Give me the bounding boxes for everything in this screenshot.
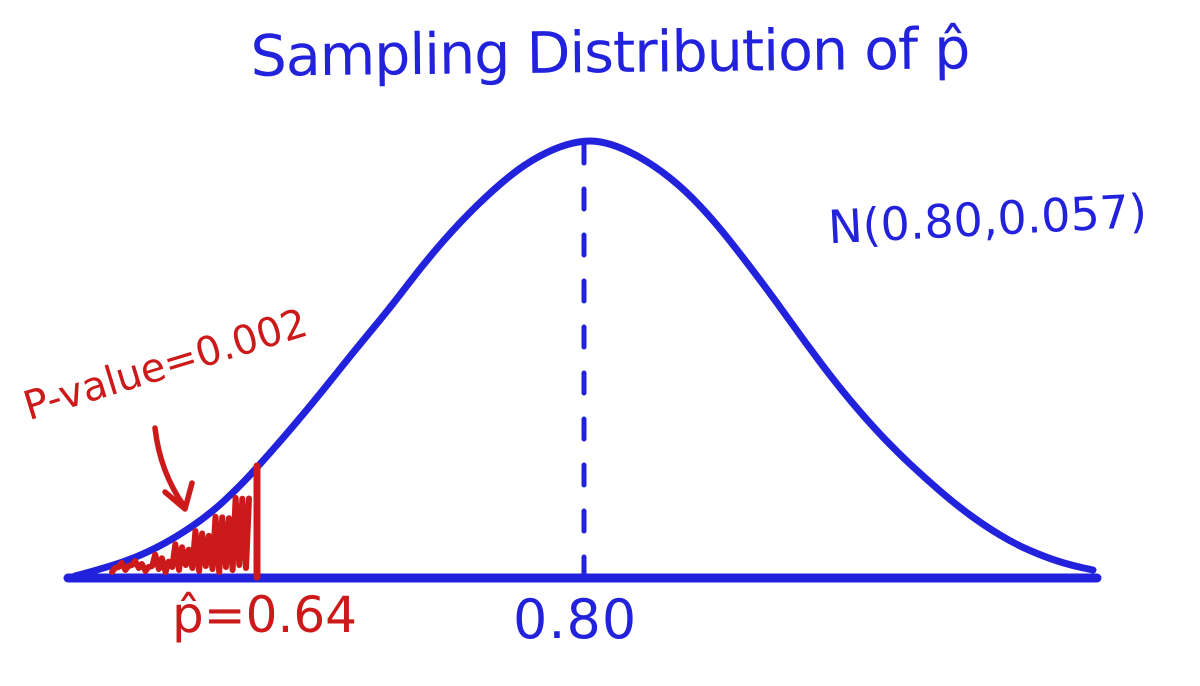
p-hat-axis-label: p̂=0.64 — [172, 586, 357, 644]
mean-axis-label: 0.80 — [513, 588, 638, 651]
pvalue-arrow-shaft — [152, 425, 187, 509]
pvalue-shading-scribble — [109, 494, 252, 575]
pvalue-arrowhead-icon — [162, 480, 195, 512]
bell-curve — [71, 137, 1097, 580]
chart-title: Sampling Distribution of p̂ — [250, 16, 970, 90]
